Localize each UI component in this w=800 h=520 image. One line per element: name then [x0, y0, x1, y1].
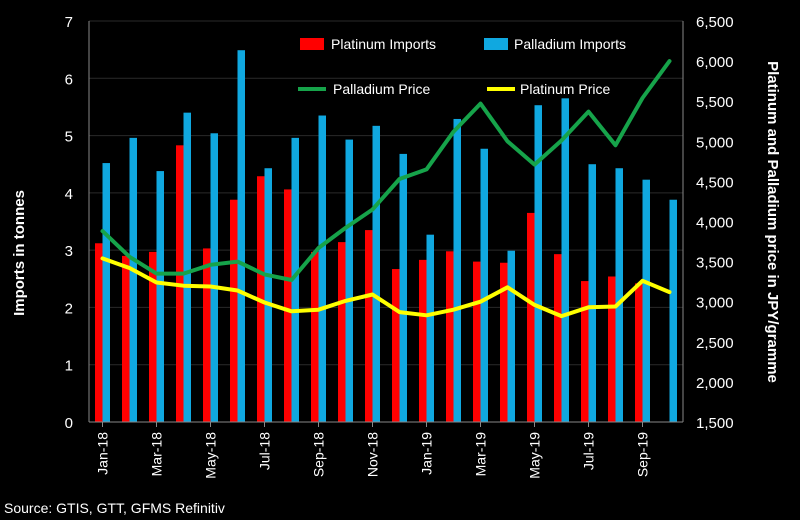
y-tick-left-2: 2 — [65, 300, 73, 317]
y-tick-left-0: 0 — [65, 415, 73, 432]
y-tick-left-1: 1 — [65, 358, 73, 375]
bar-palladium-imports-feb-19 — [453, 118, 461, 423]
bar-platinum-imports-jun-18 — [230, 199, 238, 422]
bar-palladium-imports-may-18 — [210, 133, 218, 422]
bars-layer — [95, 50, 677, 423]
bar-palladium-imports-aug-18 — [291, 137, 299, 422]
y-tick-right-1-500: 1,500 — [696, 415, 734, 432]
y-axis-label-right: Platinum and Palladium price in JPY/gram… — [764, 61, 781, 383]
y-tick-right-6-500: 6,500 — [696, 14, 734, 31]
x-tick-jan-18: Jan-18 — [95, 432, 111, 475]
y-tick-right-3-500: 3,500 — [696, 255, 734, 272]
bar-platinum-imports-jun-19 — [554, 254, 562, 422]
axes-layer — [88, 21, 684, 423]
x-axis-ticks: Jan-18 Mar-18 May-18 Jul-18 Sep-18 Nov-18 Jan-… — [95, 422, 651, 479]
y-tick-right-4-500: 4,500 — [696, 174, 734, 191]
bar-platinum-imports-aug-19 — [608, 276, 616, 422]
bar-palladium-imports-mar-18 — [156, 171, 164, 422]
bar-platinum-imports-jul-19 — [581, 281, 589, 422]
legend: Platinum Imports Palladium Imports Palla… — [298, 36, 626, 97]
y-axis-label-left: Imports in tonnes — [11, 190, 28, 316]
bar-palladium-imports-jan-18 — [102, 163, 110, 422]
x-tick-sep-19: Sep-19 — [635, 432, 651, 477]
x-tick-jul-19: Jul-19 — [581, 432, 597, 470]
bar-palladium-imports-jun-19 — [561, 98, 569, 422]
x-tick-nov-18: Nov-18 — [365, 432, 381, 477]
y-tick-left-7: 7 — [65, 14, 73, 31]
bar-platinum-imports-nov-18 — [365, 230, 373, 422]
bar-platinum-imports-mar-19 — [473, 261, 481, 422]
bar-palladium-imports-may-19 — [534, 105, 542, 423]
lines-layer — [100, 59, 672, 319]
x-tick-mar-18: Mar-18 — [149, 432, 165, 477]
bar-platinum-imports-sep-19 — [635, 283, 643, 422]
bar-palladium-imports-dec-18 — [399, 153, 407, 422]
x-tick-jan-19: Jan-19 — [419, 432, 435, 475]
y-tick-right-2-000: 2,000 — [696, 375, 734, 392]
bar-palladium-imports-mar-19 — [480, 148, 488, 423]
bar-platinum-imports-mar-18 — [149, 251, 157, 422]
bar-palladium-imports-jun-18 — [237, 50, 245, 423]
bar-palladium-imports-apr-19 — [507, 250, 515, 422]
bar-palladium-imports-oct-19 — [669, 199, 677, 422]
x-tick-may-18: May-18 — [203, 432, 219, 479]
bar-platinum-imports-jan-19 — [419, 259, 427, 422]
bar-palladium-imports-nov-18 — [372, 125, 380, 422]
y-tick-right-2-500: 2,500 — [696, 335, 734, 352]
y-tick-right-5-000: 5,000 — [696, 134, 734, 151]
legend-label-platinum-imports: Platinum Imports — [331, 36, 436, 52]
x-tick-jul-18: Jul-18 — [257, 432, 273, 470]
bar-palladium-imports-jul-18 — [264, 168, 272, 422]
y-tick-left-5: 5 — [65, 129, 73, 146]
bar-platinum-imports-dec-18 — [392, 269, 400, 422]
source-note: Source: GTIS, GTT, GFMS Refinitiv — [4, 500, 225, 516]
y-tick-right-5-500: 5,500 — [696, 94, 734, 111]
y-tick-right-3-000: 3,000 — [696, 295, 734, 312]
bar-palladium-imports-jan-19 — [426, 234, 434, 422]
bar-platinum-imports-jan-18 — [95, 243, 103, 422]
bar-platinum-imports-aug-18 — [284, 189, 292, 422]
y-tick-right-4-000: 4,000 — [696, 215, 734, 232]
legend-label-palladium-imports: Palladium Imports — [514, 36, 626, 52]
legend-label-platinum-price: Platinum Price — [520, 81, 610, 97]
bar-palladium-imports-feb-18 — [129, 137, 137, 422]
bar-platinum-imports-sep-18 — [311, 251, 319, 422]
bar-platinum-imports-may-19 — [527, 212, 535, 422]
bar-palladium-imports-apr-18 — [183, 112, 191, 423]
bar-platinum-imports-feb-18 — [122, 255, 130, 422]
y-tick-right-6-000: 6,000 — [696, 54, 734, 71]
right-axis-ticks: 1,500 2,000 2,500 3,000 3,500 4,000 4,500 5,000… — [696, 14, 734, 432]
left-axis-ticks: 0 1 2 3 4 5 6 7 — [65, 14, 73, 432]
line-palladium-price — [100, 59, 672, 282]
bar-palladium-imports-sep-19 — [642, 179, 650, 422]
bar-palladium-imports-jul-19 — [588, 164, 596, 422]
y-tick-left-3: 3 — [65, 243, 73, 260]
bar-platinum-imports-feb-19 — [446, 251, 454, 422]
x-tick-may-19: May-19 — [527, 432, 543, 479]
x-tick-sep-18: Sep-18 — [311, 432, 327, 477]
legend-swatch-platinum-imports — [300, 38, 324, 50]
bar-platinum-imports-oct-18 — [338, 242, 346, 422]
line-platinum-price — [100, 256, 672, 319]
bar-platinum-imports-apr-19 — [500, 262, 508, 422]
bar-platinum-imports-may-18 — [203, 248, 211, 422]
legend-label-palladium-price: Palladium Price — [333, 81, 430, 97]
legend-swatch-palladium-imports — [484, 38, 508, 50]
x-tick-mar-19: Mar-19 — [473, 432, 489, 477]
y-tick-left-4: 4 — [65, 186, 73, 203]
bar-palladium-imports-sep-18 — [318, 115, 326, 423]
y-tick-left-6: 6 — [65, 71, 73, 88]
bar-palladium-imports-aug-19 — [615, 168, 623, 422]
bar-palladium-imports-oct-18 — [345, 139, 353, 422]
